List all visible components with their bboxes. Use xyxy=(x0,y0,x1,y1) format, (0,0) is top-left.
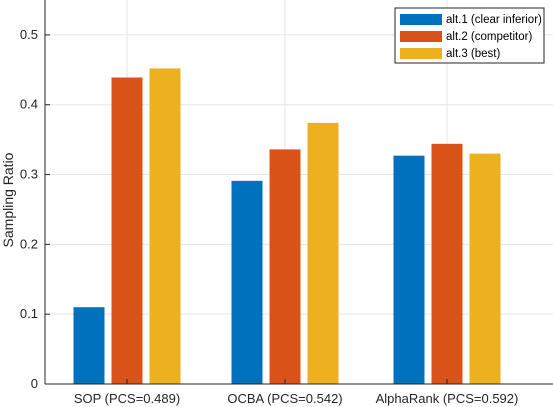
y-tick-label: 0 xyxy=(31,376,38,391)
bar-3-2 xyxy=(307,122,339,384)
x-tick-label: AlphaRank (PCS=0.592) xyxy=(376,391,519,406)
bar-2-1 xyxy=(111,77,143,385)
bar-3-3 xyxy=(469,153,501,384)
legend-label-2: alt.2 (competitor) xyxy=(446,31,532,43)
y-tick-label: 0.5 xyxy=(20,27,38,42)
bar-3-1 xyxy=(149,68,181,385)
x-tick-label: OCBA (PCS=0.542) xyxy=(227,391,342,406)
y-axis-label: Sampling Ratio xyxy=(0,152,16,247)
bar-2-2 xyxy=(269,149,301,384)
y-tick-label: 0.1 xyxy=(20,306,38,321)
bar-1-1 xyxy=(73,307,105,384)
x-tick-labels: SOP (PCS=0.489) OCBA (PCS=0.542) AlphaRank… xyxy=(74,391,519,406)
bars-group xyxy=(73,68,501,385)
y-tick-label: 0.4 xyxy=(20,97,38,112)
bar-1-2 xyxy=(231,180,263,384)
y-tick-label: 0.3 xyxy=(20,167,38,182)
x-tick-label: SOP (PCS=0.489) xyxy=(74,391,180,406)
legend-swatch-3 xyxy=(400,48,442,59)
legend-swatch-2 xyxy=(400,31,442,42)
legend-label-1: alt.1 (clear inferior) xyxy=(446,14,542,26)
axes-frame xyxy=(44,0,553,385)
bar-1-3 xyxy=(393,155,425,384)
legend-swatch-1 xyxy=(400,14,442,25)
legend-label-3: alt.3 (best) xyxy=(446,48,500,60)
legend: alt.1 (clear inferior) alt.2 (competitor)… xyxy=(394,7,545,64)
y-tick-labels: 0 0.1 0.2 0.3 0.4 0.5 xyxy=(20,27,38,391)
bar-2-3 xyxy=(431,143,463,384)
y-tick-label: 0.2 xyxy=(20,236,38,251)
